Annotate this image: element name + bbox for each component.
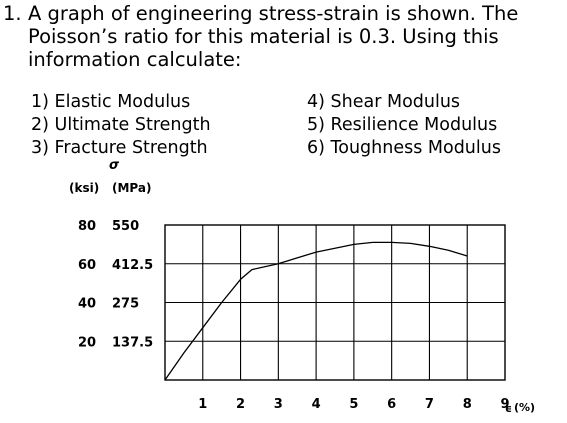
question-line: A graph of engineering stress-strain is …	[28, 2, 519, 25]
chart-series	[164, 241, 468, 381]
question-text: A graph of engineering stress-strain is …	[28, 2, 563, 71]
x-tick-label: 2	[236, 397, 245, 412]
task-item: 3) Fracture Strength	[31, 138, 208, 158]
question-line: information calculate:	[28, 48, 242, 71]
y-tick-label-ksi: 60	[78, 258, 96, 273]
y-tick-label-mpa: 137.5	[112, 335, 153, 350]
x-tick-label: 3	[274, 397, 283, 412]
x-tick-label: 7	[425, 397, 434, 412]
y-tick-label-ksi: 20	[78, 335, 96, 350]
x-tick-label: 4	[312, 397, 321, 412]
x-axis-symbol: ϵ	[505, 402, 512, 415]
y-tick-label-ksi: 40	[78, 297, 96, 312]
y-tick-label-mpa: 412.5	[112, 258, 153, 273]
question-number: 1.	[3, 2, 22, 25]
task-list-left: 1) Elastic Modulus 2) Ultimate Strength …	[31, 91, 211, 160]
x-tick-label: 1	[198, 397, 207, 412]
task-item: 1) Elastic Modulus	[31, 92, 191, 112]
x-tick-label: 5	[349, 397, 358, 412]
y-axis-unit-mpa: (MPa)	[112, 181, 151, 195]
x-tick-label: 8	[463, 397, 472, 412]
x-tick-label: 6	[387, 397, 396, 412]
chart-labels: σ (ksi) (MPa) 80 550 60 412.5 40 275 20 137.5 1 2 3 4 5…	[69, 158, 535, 415]
x-tick-label: 9	[500, 397, 509, 412]
x-axis-unit: (%)	[514, 401, 535, 414]
chart-axes	[164, 224, 506, 381]
y-tick-label-mpa: 275	[112, 297, 139, 312]
y-tick-label-ksi: 80	[78, 219, 96, 234]
y-axis-unit-ksi: (ksi)	[69, 181, 99, 195]
task-item: 2) Ultimate Strength	[31, 115, 211, 135]
task-item: 4) Shear Modulus	[307, 92, 461, 112]
plot-frame	[164, 224, 506, 381]
question-line: Poisson’s ratio for this material is 0.3…	[28, 25, 499, 48]
task-list-right: 4) Shear Modulus 5) Resilience Modulus 6…	[307, 91, 501, 160]
stress-strain-curve	[164, 241, 468, 381]
y-axis-symbol: σ	[109, 158, 120, 173]
y-tick-label-mpa: 550	[112, 219, 139, 234]
task-item: 6) Toughness Modulus	[307, 138, 501, 158]
task-item: 5) Resilience Modulus	[307, 115, 498, 135]
